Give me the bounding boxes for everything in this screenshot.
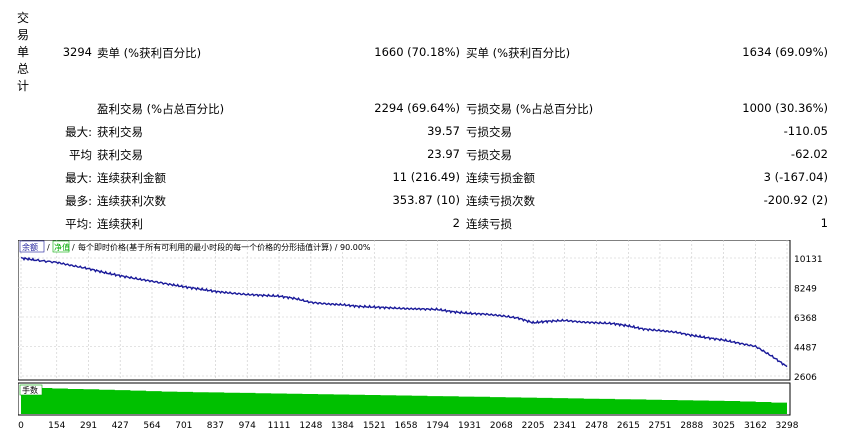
stats-row-value-b: -62.02	[790, 147, 828, 161]
x-tick-label: 2751	[648, 421, 671, 431]
equity-legend-tag: 净值	[54, 242, 70, 252]
x-tick-label: 3162	[744, 421, 767, 431]
stats-row-value-b: 3 (-167.04)	[763, 170, 828, 184]
stats-row-prefix: 最多:	[65, 194, 92, 208]
stats-row-label-a: 获利交易	[97, 148, 143, 162]
chart-grid	[18, 240, 790, 380]
balance-plot-frame	[18, 240, 791, 381]
total-trades-count: 3294	[62, 45, 92, 59]
balance-legend-tag: 余额	[22, 242, 38, 252]
stats-row-label-b: 连续亏损金额	[466, 171, 535, 185]
x-tick-label: 154	[48, 421, 65, 431]
trade-summary-side-label: 交 易 单 总 计	[16, 10, 30, 95]
x-tick-label: 2478	[585, 421, 608, 431]
stats-row-label-b: 亏损交易	[466, 148, 512, 162]
side-label-char: 单	[16, 45, 29, 59]
stats-row-label-a: 连续获利	[97, 217, 143, 231]
stats-row-prefix: 最大:	[65, 171, 92, 185]
y-tick-label: 2606	[794, 373, 817, 383]
stats-row-value-a: 2	[452, 216, 460, 230]
balance-series-line	[20, 256, 788, 368]
x-tick-label: 701	[175, 421, 192, 431]
stats-row-label-b: 连续亏损次数	[466, 194, 535, 208]
stats-row-label-b: 连续亏损	[466, 217, 512, 231]
volume-legend-box	[19, 384, 43, 396]
buy-orders-label: 买单 (%获利百分比)	[466, 46, 571, 60]
stats-row-value-a: 353.87 (10)	[392, 193, 460, 207]
x-tick-label: 2615	[617, 421, 640, 431]
x-tick-label: 1931	[458, 421, 481, 431]
winning-trades-value: 2294 (69.64%)	[374, 101, 460, 115]
x-tick-label: 2205	[522, 421, 545, 431]
side-label-char: 易	[16, 28, 29, 42]
x-tick-label: 291	[80, 421, 97, 431]
side-label-char: 计	[16, 79, 29, 93]
x-tick-label: 974	[239, 421, 256, 431]
x-tick-label: 1794	[426, 421, 449, 431]
stats-row-value-b: -200.92 (2)	[763, 193, 828, 207]
y-axis-ticks: 10131 8249 6368 4487 2606	[794, 255, 823, 383]
x-tick-label: 2888	[680, 421, 703, 431]
equity-legend-box	[52, 240, 70, 253]
y-tick-label: 6368	[794, 314, 817, 324]
x-tick-label: 3298	[776, 421, 799, 431]
losing-trades-value: 1000 (30.36%)	[742, 101, 828, 115]
model-description: 每个即时价格(基于所有可利用的最小时段的每一个价格的分形插值计算) / 90.0…	[78, 242, 371, 252]
winning-trades-label: 盈利交易 (%占总百分比)	[97, 102, 225, 116]
x-tick-label: 0	[18, 421, 24, 431]
x-tick-label: 1521	[363, 421, 386, 431]
stats-row-value-a: 11 (216.49)	[392, 170, 460, 184]
x-axis-ticks: 0 154 291 427 564 701 837 974 1111 1248 1384 1521 16…	[18, 421, 799, 431]
balance-chart[interactable]: 余额 / 净值 / 每个即时价格(基于所有可利用的最小时段的每一个价格的分形插值…	[18, 240, 850, 433]
stats-row-prefix: 平均	[69, 148, 92, 162]
losing-trades-label: 亏损交易 (%占总百分比)	[466, 102, 594, 116]
stats-row-label-a: 获利交易	[97, 125, 143, 139]
stats-row-value-b: 1	[820, 216, 828, 230]
sell-orders-value: 1660 (70.18%)	[374, 45, 460, 59]
stats-row-label-a: 连续获利次数	[97, 194, 166, 208]
stats-row-label-b: 亏损交易	[466, 125, 512, 139]
stats-row-value-b: -110.05	[783, 124, 828, 138]
stats-row-prefix: 平均:	[65, 217, 92, 231]
y-tick-label: 4487	[794, 344, 817, 354]
legend-separator: /	[47, 243, 50, 252]
y-tick-label: 10131	[794, 255, 823, 265]
x-tick-label: 837	[207, 421, 224, 431]
x-tick-label: 2068	[490, 421, 513, 431]
side-label-char: 交	[16, 11, 29, 25]
stats-row-value-a: 39.57	[427, 124, 460, 138]
x-tick-label: 1248	[299, 421, 322, 431]
stats-row-label-a: 连续获利金额	[97, 171, 166, 185]
sell-orders-label: 卖单 (%获利百分比)	[97, 46, 202, 60]
legend-separator: /	[72, 243, 75, 252]
x-tick-label: 2341	[553, 421, 576, 431]
stats-row-value-a: 23.97	[427, 147, 460, 161]
side-label-char: 总	[16, 62, 29, 76]
x-tick-label: 3025	[712, 421, 735, 431]
x-tick-label: 1111	[268, 421, 291, 431]
volume-legend-tag: 手数	[22, 385, 38, 395]
x-tick-label: 1384	[331, 421, 354, 431]
x-tick-label: 564	[143, 421, 160, 431]
volume-series-area	[21, 388, 787, 414]
buy-orders-value: 1634 (69.09%)	[742, 45, 828, 59]
x-tick-label: 1658	[395, 421, 418, 431]
y-tick-label: 8249	[794, 285, 817, 295]
stats-row-prefix: 最大:	[65, 125, 92, 139]
balance-legend-box	[19, 240, 45, 253]
x-tick-label: 427	[112, 421, 129, 431]
